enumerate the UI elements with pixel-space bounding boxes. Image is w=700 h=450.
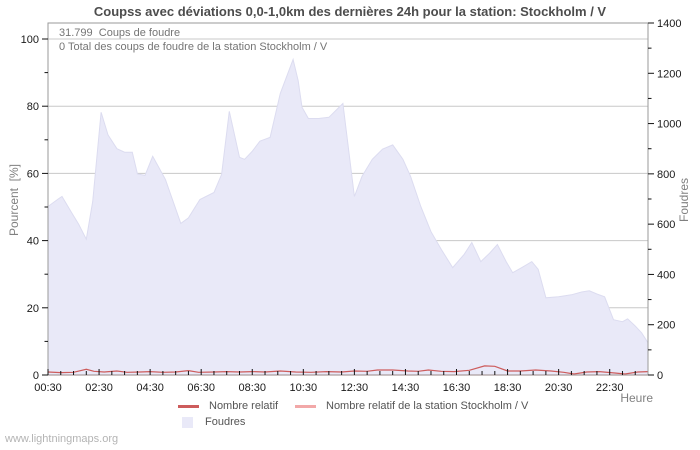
foudres-area bbox=[47, 57, 649, 376]
legend-label: Nombre relatif de la station Stockholm /… bbox=[326, 400, 529, 412]
x-axis-title: Heure bbox=[620, 391, 653, 405]
y-right-tick-label: 1200 bbox=[657, 68, 681, 80]
y-right-tick-label: 200 bbox=[657, 320, 675, 332]
station-total-annotation: 0 Total des coups de foudre de la statio… bbox=[59, 41, 328, 53]
y-right-tick-label: 400 bbox=[657, 269, 675, 281]
x-tick-label: 14:30 bbox=[392, 382, 420, 394]
y-right-tick-label: 800 bbox=[657, 169, 675, 181]
legend-label: Nombre relatif bbox=[209, 400, 279, 412]
x-tick-label: 16:30 bbox=[443, 382, 471, 394]
y-left-tick-label: 20 bbox=[27, 303, 39, 315]
chart-title: Coupss avec déviations 0,0-1,0km des der… bbox=[93, 4, 607, 19]
y-left-tick-label: 60 bbox=[27, 168, 39, 180]
x-tick-label: 04:30 bbox=[136, 382, 164, 394]
x-tick-label: 06:30 bbox=[187, 382, 215, 394]
x-tick-label: 12:30 bbox=[341, 382, 369, 394]
x-tick-label: 08:30 bbox=[238, 382, 266, 394]
y-left-tick-label: 100 bbox=[21, 34, 39, 46]
legend-label: Foudres bbox=[205, 416, 246, 428]
x-tick-label: 10:30 bbox=[290, 382, 318, 394]
line-swatch-icon bbox=[178, 404, 199, 408]
y-right-tick-label: 0 bbox=[657, 370, 663, 382]
y-left-axis-title: Pourcent [%] bbox=[7, 163, 21, 237]
y-right-tick-label: 1400 bbox=[657, 18, 681, 30]
y-left-tick-label: 80 bbox=[27, 101, 39, 113]
x-tick-label: 20:30 bbox=[545, 382, 573, 394]
watermark: www.lightningmaps.org bbox=[5, 433, 119, 445]
y-right-tick-label: 1000 bbox=[657, 119, 681, 131]
legend-item-foudres: Foudres bbox=[178, 416, 245, 428]
x-tick-label: 18:30 bbox=[494, 382, 522, 394]
x-tick-label: 02:30 bbox=[85, 382, 113, 394]
total-strikes-annotation: 31.799 Coups de foudre bbox=[59, 27, 181, 39]
legend-item-nombre-relatif: Nombre relatif bbox=[178, 400, 278, 412]
line-swatch-icon bbox=[295, 404, 316, 408]
x-tick-label: 00:30 bbox=[34, 382, 62, 394]
area-swatch-icon bbox=[182, 416, 193, 428]
y-right-tick-label: 600 bbox=[657, 219, 675, 231]
y-left-tick-label: 0 bbox=[33, 370, 39, 382]
y-right-axis-title: Foudres bbox=[677, 177, 691, 223]
y-left-tick-label: 40 bbox=[27, 236, 39, 248]
x-tick-label: 22:30 bbox=[596, 382, 624, 394]
legend-item-nombre-relatif-station: Nombre relatif de la station Stockholm /… bbox=[295, 400, 528, 412]
